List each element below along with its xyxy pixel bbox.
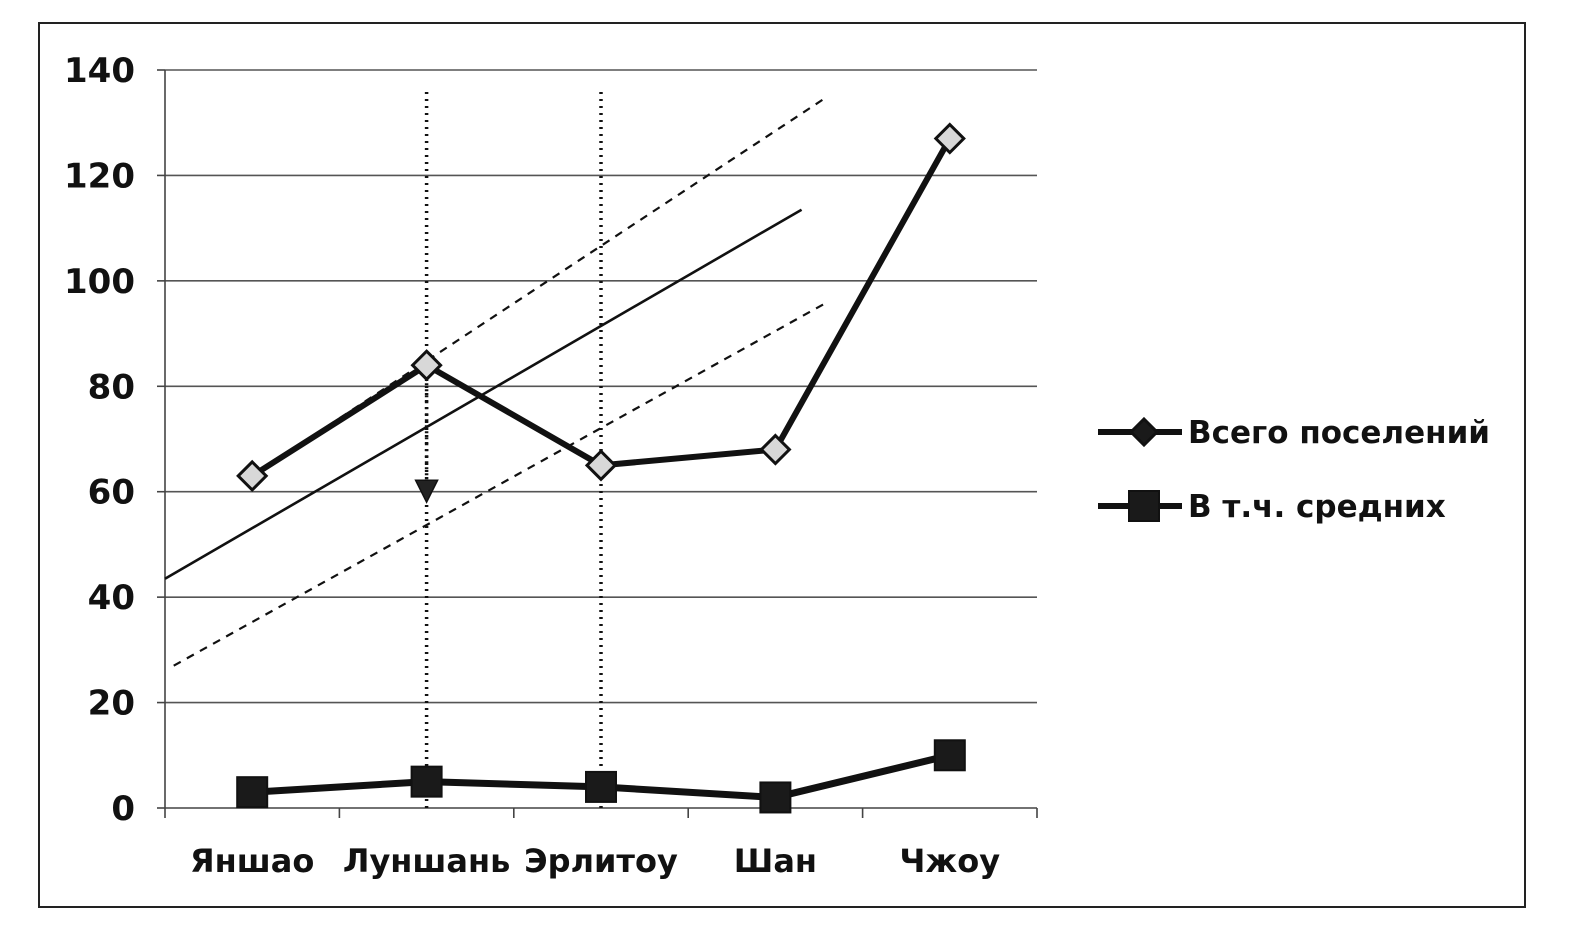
series-1-point-1 (410, 765, 443, 798)
arrow-head (414, 479, 439, 504)
x-category-label-0: Яншао (190, 842, 314, 880)
x-category-label-4: Чжоу (900, 842, 1001, 880)
series-0-point-2 (584, 449, 618, 482)
chart-frame (38, 22, 1526, 908)
y-tick-label-120: 120 (64, 156, 135, 196)
x-category-label-1: Луншань (343, 842, 510, 880)
y-tick-label-60: 60 (88, 473, 135, 513)
legend-marker-0 (1128, 416, 1160, 448)
trend-line-solid-0 (164, 208, 803, 580)
series-0-point-4 (933, 122, 966, 155)
y-tick-label-80: 80 (88, 367, 135, 407)
series-line-0 (250, 137, 953, 479)
y-tick-label-100: 100 (64, 262, 135, 302)
x-category-label-3: Шан (734, 842, 817, 880)
trend-line-dashed-1 (173, 300, 829, 667)
y-tick-label-0: 0 (111, 789, 135, 829)
trend-line-dashed-2 (251, 95, 829, 477)
legend-label-1: В т.ч. средних (1188, 489, 1446, 525)
y-tick-label-140: 140 (64, 51, 135, 91)
series-1-point-4 (933, 739, 966, 772)
y-tick-label-40: 40 (88, 578, 135, 618)
series-1-point-3 (759, 781, 792, 814)
legend-marker-1 (1128, 490, 1160, 522)
series-1-point-0 (236, 776, 269, 809)
legend-label-0: Всего поселений (1188, 415, 1490, 451)
y-tick-label-20: 20 (88, 684, 135, 724)
series-0-point-0 (236, 459, 269, 493)
series-0-point-1 (410, 349, 443, 382)
series-1-point-2 (585, 770, 617, 803)
x-category-label-2: Эрлитоу (524, 842, 678, 880)
series-0-point-3 (759, 433, 792, 466)
